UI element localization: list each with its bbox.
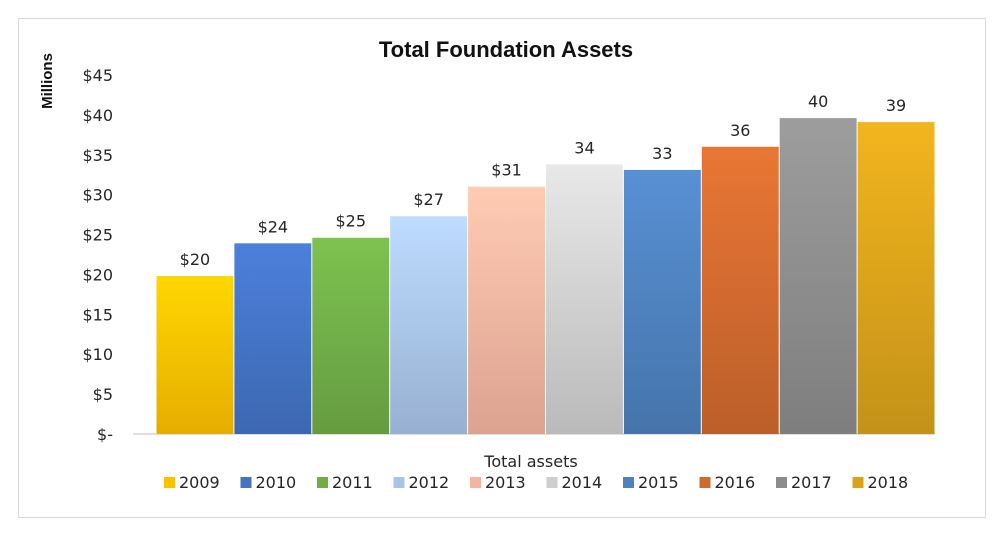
bar-2018 [857, 122, 935, 435]
legend-swatch-2009 [164, 477, 175, 488]
chart-title: Total Foundation Assets [379, 37, 633, 62]
legend-label-2013: 2013 [485, 473, 526, 492]
bar-2010 [234, 243, 312, 434]
legend: 2009 2010 2011 2012 2013 2014 2015 2016 2017 2018 [164, 473, 908, 492]
bar-2013 [468, 186, 545, 434]
bar-2017 [779, 118, 857, 434]
legend-swatch-2010 [240, 477, 252, 488]
legend-swatch-2015 [623, 477, 634, 488]
legend-label-2010: 2010 [256, 473, 297, 492]
legend-swatch-2012 [393, 477, 405, 488]
bars [156, 118, 935, 435]
bar-2012 [390, 216, 468, 434]
y-tick-label: $15 [82, 305, 113, 324]
y-axis: $- $5 $10 $15 $20 $25 $30 $35 $40 $45 [82, 66, 113, 444]
data-label-2016: 36 [730, 121, 750, 140]
legend-label-2017: 2017 [791, 473, 832, 492]
y-tick-label: $20 [82, 265, 113, 284]
y-tick-label: $40 [82, 106, 113, 125]
bar-2015 [623, 169, 701, 435]
y-tick-label: $25 [82, 226, 113, 245]
bar-2011 [312, 237, 390, 434]
data-label-2010: $24 [258, 217, 289, 236]
x-axis-label: Total assets [483, 452, 577, 471]
y-tick-label: $35 [82, 146, 113, 165]
data-labels: $20 $24 $25 $27 $31 34 33 36 40 39 [180, 92, 907, 269]
legend-swatch-2014 [546, 477, 558, 488]
legend-swatch-2011 [317, 477, 328, 488]
legend-swatch-2016 [699, 477, 711, 488]
data-label-2013: $31 [491, 161, 522, 180]
data-label-2018: 39 [886, 96, 906, 115]
y-tick-label: $45 [82, 66, 113, 85]
legend-label-2016: 2016 [715, 473, 756, 492]
data-label-2009: $20 [180, 250, 211, 269]
y-tick-label: $10 [82, 345, 113, 364]
legend-label-2014: 2014 [562, 473, 603, 492]
data-label-2015: 33 [652, 144, 672, 163]
legend-label-2015: 2015 [638, 473, 679, 492]
data-label-2014: 34 [574, 138, 594, 157]
data-label-2011: $25 [335, 212, 366, 231]
y-tick-label: $- [97, 425, 113, 444]
legend-swatch-2018 [852, 477, 864, 488]
data-label-2017: 40 [808, 92, 828, 111]
bar-2016 [701, 146, 779, 435]
legend-label-2009: 2009 [179, 473, 220, 492]
bar-2009 [156, 276, 234, 434]
legend-label-2011: 2011 [332, 473, 373, 492]
legend-label-2018: 2018 [868, 473, 909, 492]
y-tick-label: $30 [82, 186, 113, 205]
data-label-2012: $27 [413, 190, 444, 209]
bar-2014 [546, 164, 623, 434]
legend-swatch-2017 [776, 477, 787, 488]
chart-frame: Total Foundation Assets Millions $- $5 $10… [18, 18, 986, 518]
y-tick-label: $5 [93, 385, 113, 404]
legend-label-2012: 2012 [409, 473, 450, 492]
y-axis-label: Millions [39, 53, 56, 109]
legend-swatch-2013 [470, 477, 481, 488]
bar-chart: Total Foundation Assets Millions $- $5 $10… [39, 37, 935, 492]
